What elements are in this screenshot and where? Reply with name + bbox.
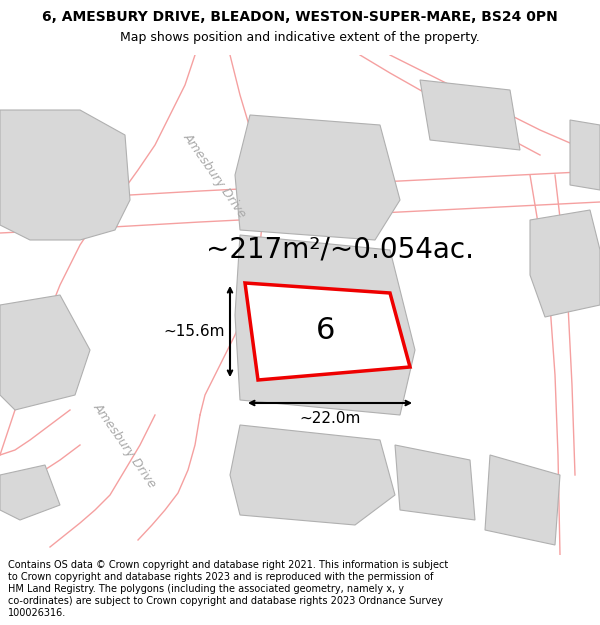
Text: ~22.0m: ~22.0m <box>299 411 361 426</box>
Text: to Crown copyright and database rights 2023 and is reproduced with the permissio: to Crown copyright and database rights 2… <box>8 572 433 582</box>
Polygon shape <box>0 295 90 410</box>
Polygon shape <box>0 465 60 520</box>
Polygon shape <box>420 80 520 150</box>
Text: 6: 6 <box>316 316 335 345</box>
Text: Amesbury Drive: Amesbury Drive <box>181 130 249 220</box>
Polygon shape <box>170 55 260 365</box>
Polygon shape <box>100 365 200 555</box>
Text: Amesbury Drive: Amesbury Drive <box>91 400 159 490</box>
Polygon shape <box>0 110 130 240</box>
Text: 100026316.: 100026316. <box>8 608 66 618</box>
Polygon shape <box>245 283 410 380</box>
Text: HM Land Registry. The polygons (including the associated geometry, namely x, y: HM Land Registry. The polygons (includin… <box>8 584 404 594</box>
Text: 6, AMESBURY DRIVE, BLEADON, WESTON-SUPER-MARE, BS24 0PN: 6, AMESBURY DRIVE, BLEADON, WESTON-SUPER… <box>42 10 558 24</box>
Polygon shape <box>395 445 475 520</box>
Text: Contains OS data © Crown copyright and database right 2021. This information is : Contains OS data © Crown copyright and d… <box>8 560 448 570</box>
Polygon shape <box>530 210 600 317</box>
Text: Map shows position and indicative extent of the property.: Map shows position and indicative extent… <box>120 31 480 44</box>
Polygon shape <box>230 425 395 525</box>
Text: co-ordinates) are subject to Crown copyright and database rights 2023 Ordnance S: co-ordinates) are subject to Crown copyr… <box>8 596 443 606</box>
Text: ~217m²/~0.054ac.: ~217m²/~0.054ac. <box>206 236 474 264</box>
Polygon shape <box>235 235 415 415</box>
Text: ~15.6m: ~15.6m <box>163 324 225 339</box>
Polygon shape <box>485 455 560 545</box>
Polygon shape <box>570 120 600 190</box>
Polygon shape <box>235 115 400 240</box>
